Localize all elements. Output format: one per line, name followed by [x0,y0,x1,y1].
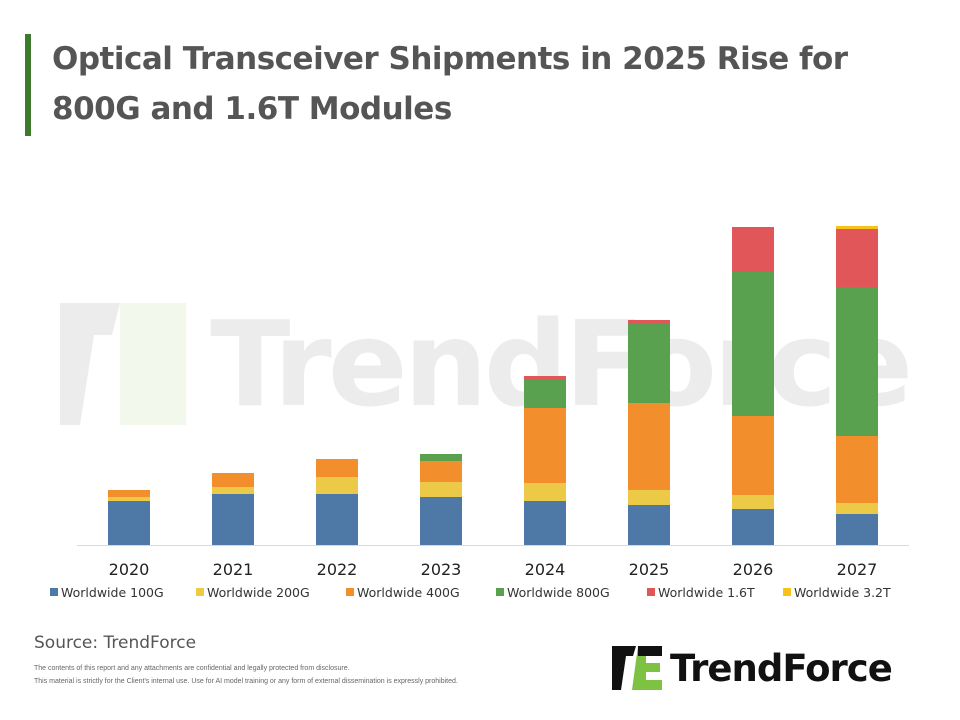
logo-text: TrendForce [670,646,893,690]
x-tick-label: 2026 [733,560,774,579]
bar-segment-2020-worldwide-200g [108,497,150,501]
bar-segment-2027-worldwide-3-2t [836,226,878,229]
bar-segment-2022-worldwide-100g [316,494,358,545]
bar-segment-2024-worldwide-1-6t [524,376,566,379]
disclaimer-line-1: The contents of this report and any atta… [34,665,350,672]
bar-segment-2021-worldwide-100g [212,494,254,545]
x-tick-label: 2023 [421,560,462,579]
legend-label: Worldwide 400G [357,585,460,600]
bar-segment-2022-worldwide-400g [316,459,358,477]
bar-segment-2025-worldwide-100g [628,505,670,545]
x-tick-label: 2022 [317,560,358,579]
bar-segment-2027-worldwide-200g [836,503,878,514]
legend-swatch [346,588,354,596]
bar-segment-2023-worldwide-800g [420,454,462,461]
legend-label: Worldwide 800G [507,585,610,600]
bar-segment-2020-worldwide-400g [108,490,150,497]
x-tick-label: 2024 [525,560,566,579]
legend-label: Worldwide 1.6T [658,585,755,600]
legend-label: Worldwide 200G [207,585,310,600]
bar-segment-2024-worldwide-100g [524,501,566,545]
bar-segment-2023-worldwide-100g [420,497,462,545]
bar-segment-2023-worldwide-400g [420,461,462,482]
trendforce-logo-icon [612,646,662,690]
chart-title: Optical Transceiver Shipments in 2025 Ri… [52,41,848,127]
stacked-bar-chart: 2020 2021 2022 2023 2024 2025 2026 2027 Worldwid… [50,226,909,600]
bar-segment-2024-worldwide-400g [524,408,566,483]
bar-segment-2020-worldwide-100g [108,501,150,545]
legend-swatch [783,588,791,596]
legend-label: Worldwide 100G [61,585,164,600]
bar-segment-2025-worldwide-1-6t [628,320,670,324]
bar-segment-2021-worldwide-400g [212,473,254,487]
trendforce-logo: TrendForce [612,646,893,690]
legend-swatch [496,588,504,596]
legend-swatch [647,588,655,596]
bar-segment-2024-worldwide-800g [524,379,566,408]
x-tick-label: 2025 [629,560,670,579]
bar-segment-2025-worldwide-400g [628,403,670,490]
bar-segment-2023-worldwide-200g [420,482,462,497]
bar-segment-2025-worldwide-800g [628,324,670,403]
bar-segment-2026-worldwide-400g [732,416,774,495]
bar-segment-2021-worldwide-200g [212,487,254,494]
legend-swatch [196,588,204,596]
disclaimer-line-2: This material is strictly for the Client… [34,678,458,685]
bar-segment-2027-worldwide-1-6t [836,229,878,287]
bar-segment-2027-worldwide-100g [836,514,878,545]
x-tick-label: 2027 [837,560,878,579]
bar-segment-2024-worldwide-200g [524,483,566,501]
bar-segment-2027-worldwide-800g [836,287,878,436]
bar-segment-2026-worldwide-200g [732,495,774,509]
x-tick-label: 2020 [109,560,150,579]
bar-segment-2027-worldwide-400g [836,436,878,503]
bar-segment-2025-worldwide-200g [628,490,670,505]
legend-label: Worldwide 3.2T [794,585,891,600]
bar-segment-2022-worldwide-200g [316,477,358,494]
legend-swatch [50,588,58,596]
x-tick-label: 2021 [213,560,254,579]
bar-segment-2026-worldwide-1-6t [732,227,774,272]
title-accent-bar [25,34,31,136]
bar-segment-2026-worldwide-800g [732,272,774,416]
source-label: Source: TrendForce [34,633,197,653]
watermark-logo-icon [60,303,186,425]
bar-segment-2026-worldwide-100g [732,509,774,545]
